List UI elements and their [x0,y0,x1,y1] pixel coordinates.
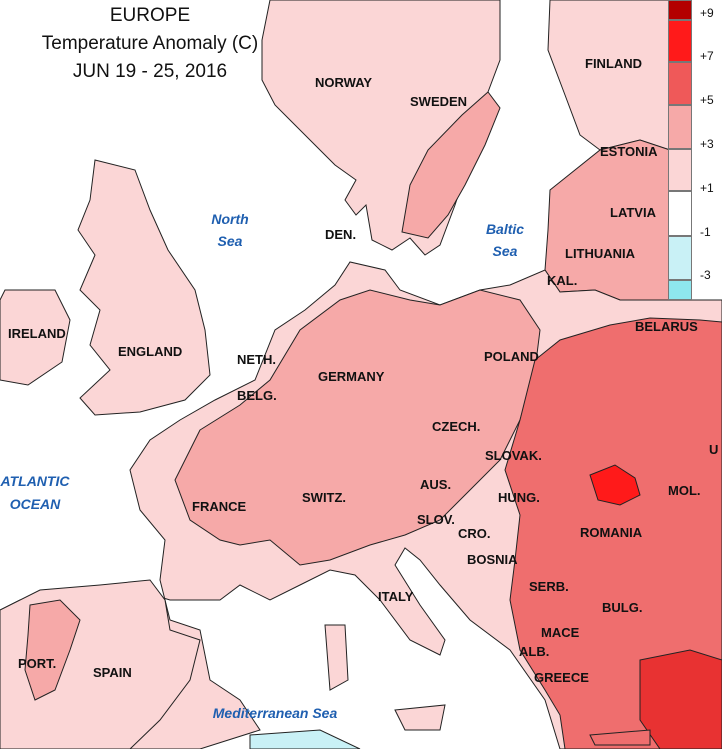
label-france: FRANCE [192,499,246,514]
legend-swatch-1 [668,0,692,20]
title-dates: JUN 19 - 25, 2016 [72,61,228,82]
island-sardinia [324,624,349,691]
legend-swatch-8 [668,280,692,300]
label-den: DEN. [325,227,356,242]
label-port: PORT. [18,656,56,671]
eastern-hot-contour [504,317,722,749]
label-poland: POLAND [484,349,539,364]
label-spain: SPAIN [93,665,132,680]
label-hung: HUNG. [498,490,540,505]
map-title-block: EUROPE Temperature Anomaly (C) JUN 19 - … [0,2,300,86]
title-subtitle: Temperature Anomaly (C) [41,33,259,54]
legend-swatch-5 [668,149,692,191]
legend-label-minus3: -3 [700,268,711,282]
romania-hotspot [589,464,641,506]
label-baltic-2: Sea [493,243,518,259]
legend-swatch-2 [668,20,692,62]
label-belarus: BELARUS [635,319,698,334]
label-slov: SLOV. [417,512,455,527]
label-latvia: LATVIA [610,205,657,220]
label-switz: SWITZ. [302,490,346,505]
land-ireland [0,289,71,386]
label-czech: CZECH. [432,419,480,434]
label-finland: FINLAND [585,56,642,71]
label-ireland: IRELAND [8,326,66,341]
med-cool-spot [249,729,361,749]
turkey-hot-zone [639,649,722,749]
legend-swatch-3 [668,62,692,105]
legend-swatch-7 [668,236,692,280]
label-mediterranean: Mediterranean Sea [213,705,338,721]
color-scale-legend: +9 +7 +5 +3 +1 -1 -3 [668,0,722,300]
label-germany: GERMANY [318,369,385,384]
title-region: EUROPE [109,5,191,26]
label-north-sea-1: North [211,211,248,227]
legend-label-plus7: +7 [700,49,714,63]
label-alb: ALB. [519,644,549,659]
legend-label-plus1: +1 [700,181,714,195]
label-mol: MOL. [668,483,701,498]
land-finland [547,0,671,151]
label-mace: MACE [541,625,580,640]
label-serb: SERB. [529,579,569,594]
legend-label-minus1: -1 [700,225,711,239]
land-great-britain [77,159,211,416]
label-aus: AUS. [420,477,451,492]
label-sweden: SWEDEN [410,94,467,109]
label-atlantic-2: OCEAN [10,496,61,512]
legend-swatch-6 [668,191,692,236]
label-estonia: ESTONIA [600,144,658,159]
sweden-warm-contour [401,91,501,239]
iberia-warm-patch [24,599,81,701]
label-romania: ROMANIA [580,525,643,540]
island-crete [589,729,651,746]
label-belg: BELG. [237,388,277,403]
label-italy: ITALY [378,589,414,604]
label-bosnia: BOSNIA [467,552,518,567]
label-cro: CRO. [458,526,491,541]
central-warm-contour [174,289,541,566]
label-slovak: SLOVAK. [485,448,542,463]
label-u-edge: U [709,442,718,457]
legend-swatch-4 [668,105,692,149]
label-north-sea-2: Sea [218,233,243,249]
legend-label-plus3: +3 [700,137,714,151]
island-sicily [394,704,446,731]
label-kal: KAL. [547,273,577,288]
label-england: ENGLAND [118,344,182,359]
label-bulg: BULG. [602,600,642,615]
legend-label-plus9: +9 [700,6,714,20]
legend-label-plus5: +5 [700,93,714,107]
label-baltic-1: Baltic [486,221,524,237]
label-neth: NETH. [237,352,276,367]
label-atlantic-1: ATLANTIC [0,473,70,489]
label-lithuania: LITHUANIA [565,246,636,261]
label-norway: NORWAY [315,75,372,90]
label-greece: GREECE [534,670,589,685]
